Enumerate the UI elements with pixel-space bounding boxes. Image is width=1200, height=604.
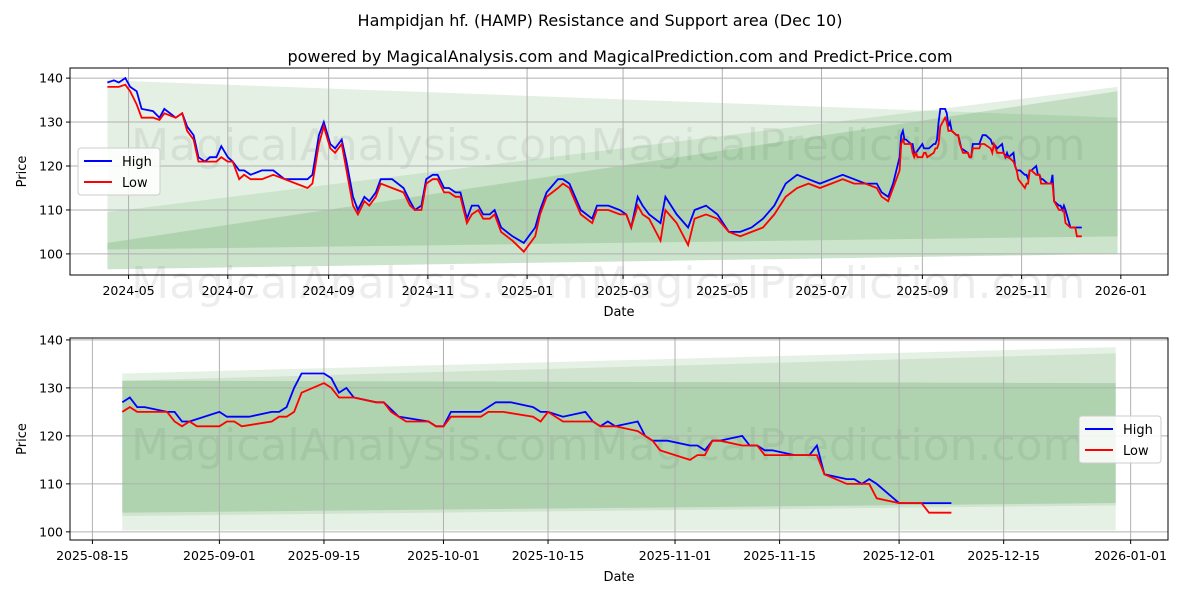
x-tick-label: 2024-11 <box>402 283 454 298</box>
support-resistance-band <box>122 353 1116 517</box>
support-resistance-band <box>107 80 1118 270</box>
watermark-text: MagicalAnalysis.com <box>131 420 589 471</box>
watermark-text: MagicalPrediction.com <box>591 258 1086 309</box>
legend-label-high: High <box>122 155 152 170</box>
y-tick-label: 110 <box>39 476 63 491</box>
y-tick-label: 130 <box>39 380 63 395</box>
x-tick-label: 2025-11 <box>995 283 1047 298</box>
x-tick-label: 2025-10-15 <box>512 548 585 563</box>
y-tick-label: 120 <box>39 428 63 443</box>
low-series-line <box>121 382 952 514</box>
watermark-text: MagicalAnalysis.com <box>131 258 589 309</box>
x-tick-label: 2025-09-01 <box>183 548 256 563</box>
x-tick-label: 2025-09-15 <box>288 548 361 563</box>
y-tick-label: 100 <box>39 246 63 261</box>
legend-label-high: High <box>1123 423 1153 438</box>
legend-box <box>77 147 161 196</box>
x-tick-label: 2024-09 <box>303 283 355 298</box>
legend-label-low: Low <box>122 176 148 191</box>
legend-box <box>1078 415 1162 464</box>
x-tick-label: 2026-01 <box>1095 283 1147 298</box>
x-tick-label: 2026-01-01 <box>1094 548 1167 563</box>
y-tick-label: 110 <box>39 202 63 217</box>
x-tick-label: 2025-09 <box>896 283 948 298</box>
chart-subtitle: powered by MagicalAnalysis.com and Magic… <box>287 47 952 66</box>
x-tick-label: 2025-07 <box>795 283 847 298</box>
x-axis-label: Date <box>603 570 634 585</box>
y-tick-label: 100 <box>39 524 63 539</box>
legend-label-low: Low <box>1123 444 1149 459</box>
x-tick-label: 2025-03 <box>597 283 649 298</box>
plot-frame <box>69 337 1169 541</box>
x-tick-label: 2025-12-01 <box>863 548 936 563</box>
y-axis-label: Price <box>15 156 30 188</box>
x-tick-label: 2024-05 <box>102 283 154 298</box>
x-tick-label: 2025-05 <box>696 283 748 298</box>
support-resistance-band <box>107 86 1118 270</box>
x-axis-label: Date <box>603 305 634 320</box>
x-tick-label: 2024-07 <box>202 283 254 298</box>
y-tick-label: 140 <box>39 332 63 347</box>
plot-frame <box>69 67 1169 276</box>
y-tick-label: 140 <box>39 71 63 86</box>
top-chart-axes: MagicalAnalysis.com MagicalPrediction.com… <box>15 67 1169 320</box>
watermark-text: MagicalPrediction.com <box>591 420 1086 471</box>
chart-title: Hampidjan hf. (HAMP) Resistance and Supp… <box>358 11 843 30</box>
y-tick-label: 130 <box>39 115 63 130</box>
x-tick-label: 2025-11-15 <box>743 548 816 563</box>
x-tick-label: 2025-01 <box>501 283 553 298</box>
legend: High Low <box>1078 415 1162 464</box>
y-tick-label: 120 <box>39 159 63 174</box>
x-tick-label: 2025-12-15 <box>967 548 1040 563</box>
bottom-chart-axes: MagicalAnalysis.com MagicalPrediction.com… <box>15 332 1169 585</box>
x-tick-label: 2025-08-15 <box>56 548 129 563</box>
low-series-line <box>107 83 1082 254</box>
support-resistance-band <box>122 380 1116 513</box>
y-axis-label: Price <box>15 423 30 455</box>
x-tick-label: 2025-10-01 <box>407 548 480 563</box>
x-tick-label: 2025-11-01 <box>639 548 712 563</box>
legend: High Low <box>77 147 161 196</box>
